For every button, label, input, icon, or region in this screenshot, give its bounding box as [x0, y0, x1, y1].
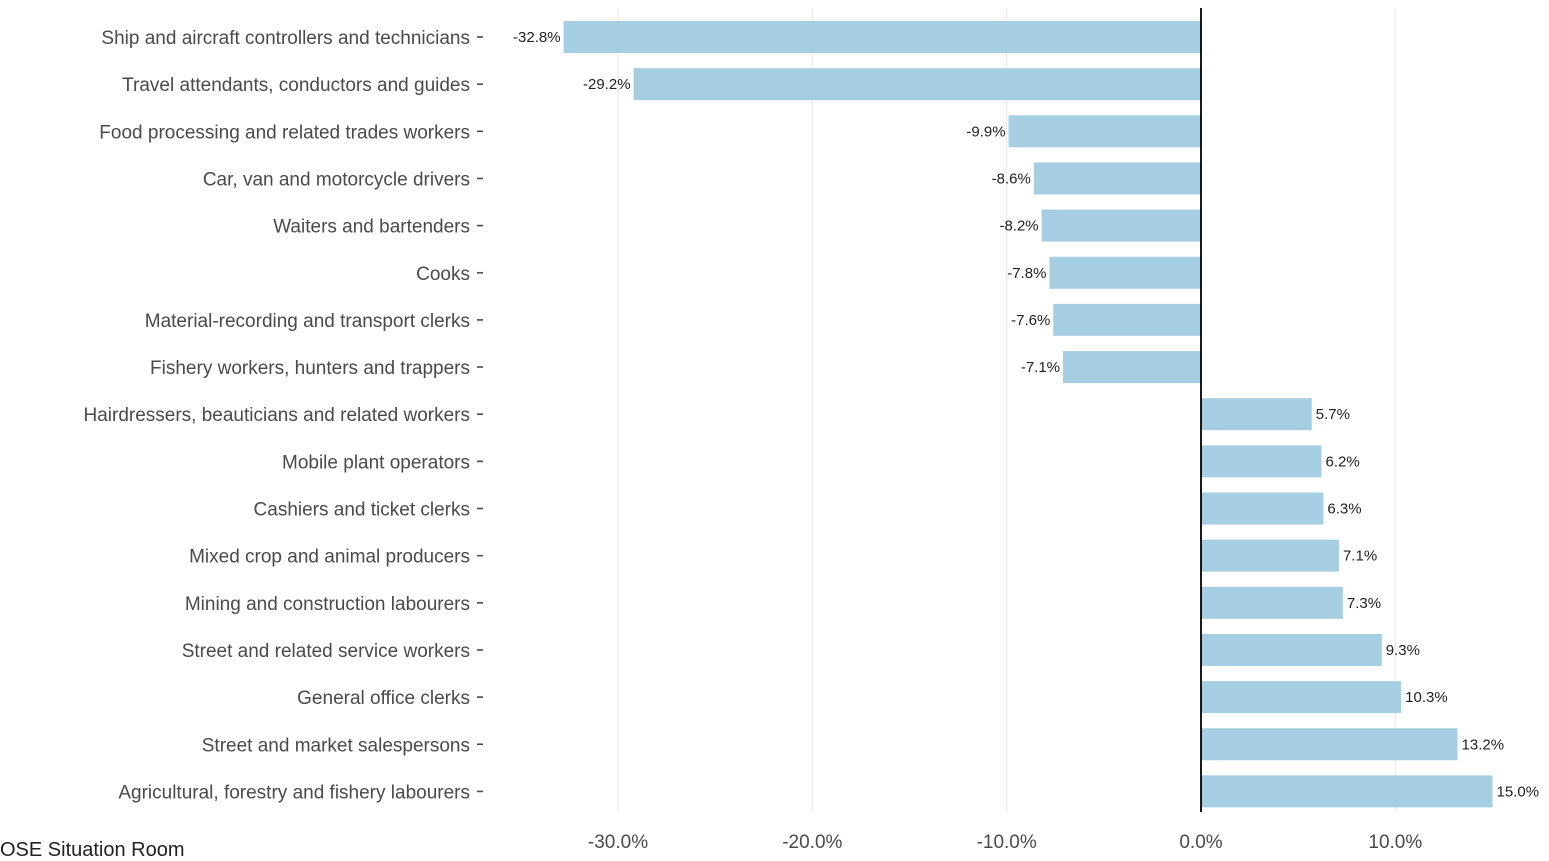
value-label: 10.3%	[1405, 689, 1448, 706]
category-label: Agricultural, forestry and fishery labou…	[118, 782, 470, 803]
category-label: Mining and construction labourers	[185, 594, 470, 615]
category-label: Hairdressers, beauticians and related wo…	[83, 405, 470, 426]
bar	[633, 68, 1201, 101]
value-label: 6.3%	[1327, 501, 1361, 518]
bar	[1201, 775, 1493, 808]
x-tick-label: 10.0%	[1368, 832, 1422, 853]
value-label: 9.3%	[1386, 642, 1420, 659]
x-tick-label: -10.0%	[977, 832, 1037, 853]
category-label: General office clerks	[297, 688, 470, 709]
value-label: 7.1%	[1343, 548, 1377, 565]
category-label: Travel attendants, conductors and guides	[122, 75, 470, 96]
value-label: 13.2%	[1462, 736, 1505, 753]
value-label: -7.1%	[1021, 359, 1060, 376]
category-label: Fishery workers, hunters and trappers	[150, 358, 470, 379]
category-label: Waiters and bartenders	[273, 217, 470, 238]
x-tick-label: -30.0%	[588, 832, 648, 853]
value-label: -8.6%	[992, 170, 1031, 187]
bar	[1008, 115, 1201, 148]
x-tick-label: -20.0%	[782, 832, 842, 853]
category-label: Cashiers and ticket clerks	[254, 500, 470, 521]
value-label: -29.2%	[583, 76, 631, 93]
value-label: -32.8%	[513, 29, 561, 46]
value-labels: -32.8% -29.2% -9.9% -8.6% -8.2% -7.8% -7.6% -7.…	[513, 29, 1539, 800]
category-label: Cooks	[416, 264, 470, 285]
value-label: 7.3%	[1347, 595, 1381, 612]
value-label: 15.0%	[1497, 783, 1540, 800]
bar	[1041, 209, 1201, 242]
bar	[1201, 398, 1312, 431]
bar	[1033, 162, 1201, 195]
source-note: OSE Situation Room	[0, 839, 185, 861]
category-label: Food processing and related trades worke…	[99, 122, 470, 143]
value-label: 5.7%	[1316, 406, 1350, 423]
value-label: -7.8%	[1007, 265, 1046, 282]
value-label: -8.2%	[999, 218, 1038, 235]
bar	[563, 21, 1201, 53]
bar	[1063, 351, 1201, 384]
category-label: Mixed crop and animal producers	[189, 547, 470, 568]
bar	[1201, 445, 1322, 478]
category-label: Ship and aircraft controllers and techni…	[101, 28, 470, 49]
bars	[563, 21, 1493, 808]
value-label: 6.2%	[1325, 453, 1359, 470]
value-label: -9.9%	[966, 123, 1005, 140]
category-labels: Ship and aircraft controllers and techni…	[83, 28, 483, 803]
category-label: Material-recording and transport clerks	[145, 311, 470, 332]
bar	[1053, 303, 1201, 336]
value-label: -7.6%	[1011, 312, 1050, 329]
bar	[1049, 256, 1201, 289]
grid-lines	[617, 8, 1396, 812]
category-label: Street and market salespersons	[202, 735, 470, 756]
x-axis-tick-labels: -30.0% -20.0% -10.0% 0.0% 10.0%	[588, 832, 1422, 853]
bar	[1201, 681, 1402, 714]
bar	[1201, 633, 1382, 666]
category-label: Mobile plant operators	[282, 452, 470, 473]
category-label: Street and related service workers	[182, 641, 470, 662]
x-tick-label: 0.0%	[1179, 832, 1222, 853]
category-label: Car, van and motorcycle drivers	[203, 169, 470, 190]
bar	[1201, 492, 1324, 525]
bar	[1201, 728, 1458, 761]
bar	[1201, 539, 1339, 572]
bar	[1201, 586, 1343, 619]
